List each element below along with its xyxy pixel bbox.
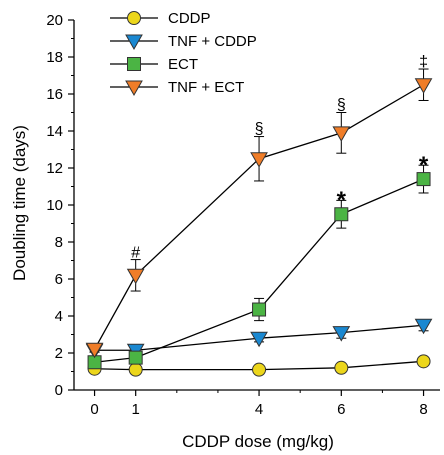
annotation-mark: * [419,152,429,179]
legend-item: TNF + CDDP [110,33,257,51]
annotation-mark: * [337,187,347,214]
data-point [250,331,268,348]
legend-label: ECT [168,56,198,73]
legend-item: CDDP [110,10,211,27]
x-axis-title: CDDP dose (mg/kg) [182,432,334,451]
legend-marker [125,34,143,51]
y-tick-label: 0 [55,382,63,399]
data-point [85,342,104,359]
data-point [414,78,433,94]
legend-item: ECT [110,56,198,73]
data-point [414,318,433,335]
legend-marker [127,57,141,71]
legend-label: CDDP [168,10,211,27]
y-tick-label: 12 [46,160,63,177]
x-tick-label: 8 [419,401,427,418]
annotation-mark: # [131,244,140,261]
data-point [416,354,431,369]
series-ect [87,164,431,370]
y-axis-title: Doubling time (days) [10,125,29,281]
legend-item: TNF + ECT [110,79,244,97]
x-tick-label: 6 [337,401,345,418]
y-tick-label: 16 [46,86,63,103]
data-point [252,302,267,317]
y-tick-label: 8 [55,234,63,251]
data-point [332,126,351,142]
data-point [334,360,349,375]
y-tick-label: 6 [55,271,63,288]
x-tick-label: 0 [90,401,98,418]
legend: CDDP TNF + CDDP ECT TNF + ECT [110,10,257,97]
data-point [332,326,351,342]
data-point [128,362,143,377]
annotation-mark: § [255,120,264,137]
data-point [416,172,431,187]
x-tick-label: 4 [255,401,263,418]
legend-label: TNF + CDDP [168,33,257,50]
y-tick-label: 2 [55,345,63,362]
legend-label: TNF + ECT [168,79,244,96]
y-tick-label: 4 [55,308,63,325]
annotation-mark: ‡ [419,54,428,71]
data-point [252,362,267,377]
data-point [128,350,143,365]
data-point [334,207,349,222]
series-tnf-ect [85,68,433,359]
y-tick-label: 20 [46,12,63,29]
legend-marker [125,80,143,97]
y-tick-label: 10 [46,197,63,214]
data-point [126,268,145,285]
data-point [250,152,268,168]
significance-annotations: # § § ‡ * * [131,54,429,262]
y-tick-label: 14 [46,123,63,140]
annotation-mark: § [337,96,346,113]
series-layer [85,68,433,377]
y-tick-label: 18 [46,49,63,66]
x-tick-label: 1 [132,401,140,418]
legend-marker [127,11,141,25]
